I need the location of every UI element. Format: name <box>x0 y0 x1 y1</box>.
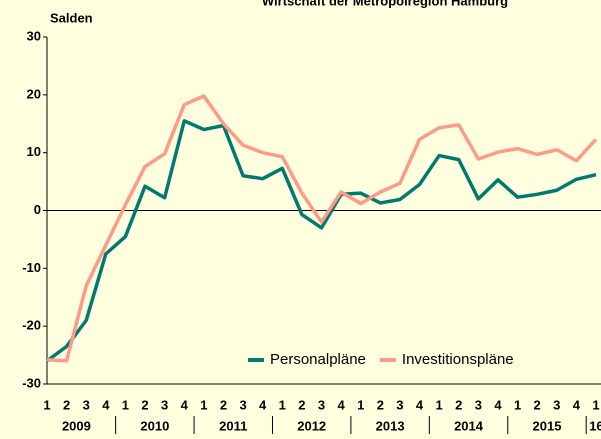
y-tick-label: -20 <box>22 318 41 333</box>
year-label: 2014 <box>454 418 484 433</box>
x-tick-label: 3 <box>553 397 560 412</box>
x-tick-label: 3 <box>396 397 403 412</box>
y-tick-label: 20 <box>27 86 41 101</box>
x-tick-label: 4 <box>259 397 267 412</box>
year-label: 2011 <box>219 418 247 433</box>
x-tick-label: 1 <box>436 397 443 412</box>
x-tick-label: 2 <box>298 397 305 412</box>
x-tick-label: 1 <box>514 397 521 412</box>
year-label: 2009 <box>62 418 91 433</box>
x-tick-label: 4 <box>337 397 345 412</box>
x-tick-label: 3 <box>239 397 246 412</box>
x-tick-label: 3 <box>475 397 482 412</box>
x-tick-label: 2 <box>63 397 70 412</box>
x-tick-label: 1 <box>279 397 286 412</box>
chart-title: Wirtschaft der Metropolregion Hamburg <box>262 0 508 8</box>
x-tick-label: 1 <box>43 397 50 412</box>
y-tick-label: 0 <box>34 202 41 217</box>
x-tick-label: 2 <box>534 397 541 412</box>
x-tick-label: 2 <box>141 397 148 412</box>
legend-label: Investitionspläne <box>402 351 514 368</box>
year-label: 16 <box>589 418 601 433</box>
x-tick-label: 4 <box>494 397 502 412</box>
year-label: 2013 <box>376 418 405 433</box>
y-tick-label: -10 <box>22 260 41 275</box>
x-tick-label: 1 <box>122 397 129 412</box>
x-tick-label: 1 <box>592 397 599 412</box>
x-tick-label: 4 <box>102 397 110 412</box>
legend-label: Personalpläne <box>270 351 366 368</box>
y-tick-label: 10 <box>27 144 41 159</box>
x-tick-label: 2 <box>377 397 384 412</box>
x-tick-label: 1 <box>357 397 364 412</box>
x-tick-label: 3 <box>83 397 90 412</box>
x-tick-label: 2 <box>455 397 462 412</box>
x-tick-label: 3 <box>161 397 168 412</box>
year-label: 2015 <box>533 418 562 433</box>
x-tick-label: 2 <box>220 397 227 412</box>
x-tick-label: 4 <box>573 397 581 412</box>
x-tick-label: 1 <box>200 397 207 412</box>
y-tick-label: -30 <box>22 375 41 390</box>
x-tick-label: 4 <box>181 397 189 412</box>
line-series <box>45 119 597 363</box>
year-label: 2012 <box>297 418 326 433</box>
line-series <box>46 94 598 363</box>
x-tick-label: 4 <box>416 397 424 412</box>
y-axis-label: Salden <box>50 10 93 25</box>
y-tick-label: 30 <box>27 28 41 43</box>
year-label: 2010 <box>140 418 169 433</box>
x-tick-label: 3 <box>318 397 325 412</box>
